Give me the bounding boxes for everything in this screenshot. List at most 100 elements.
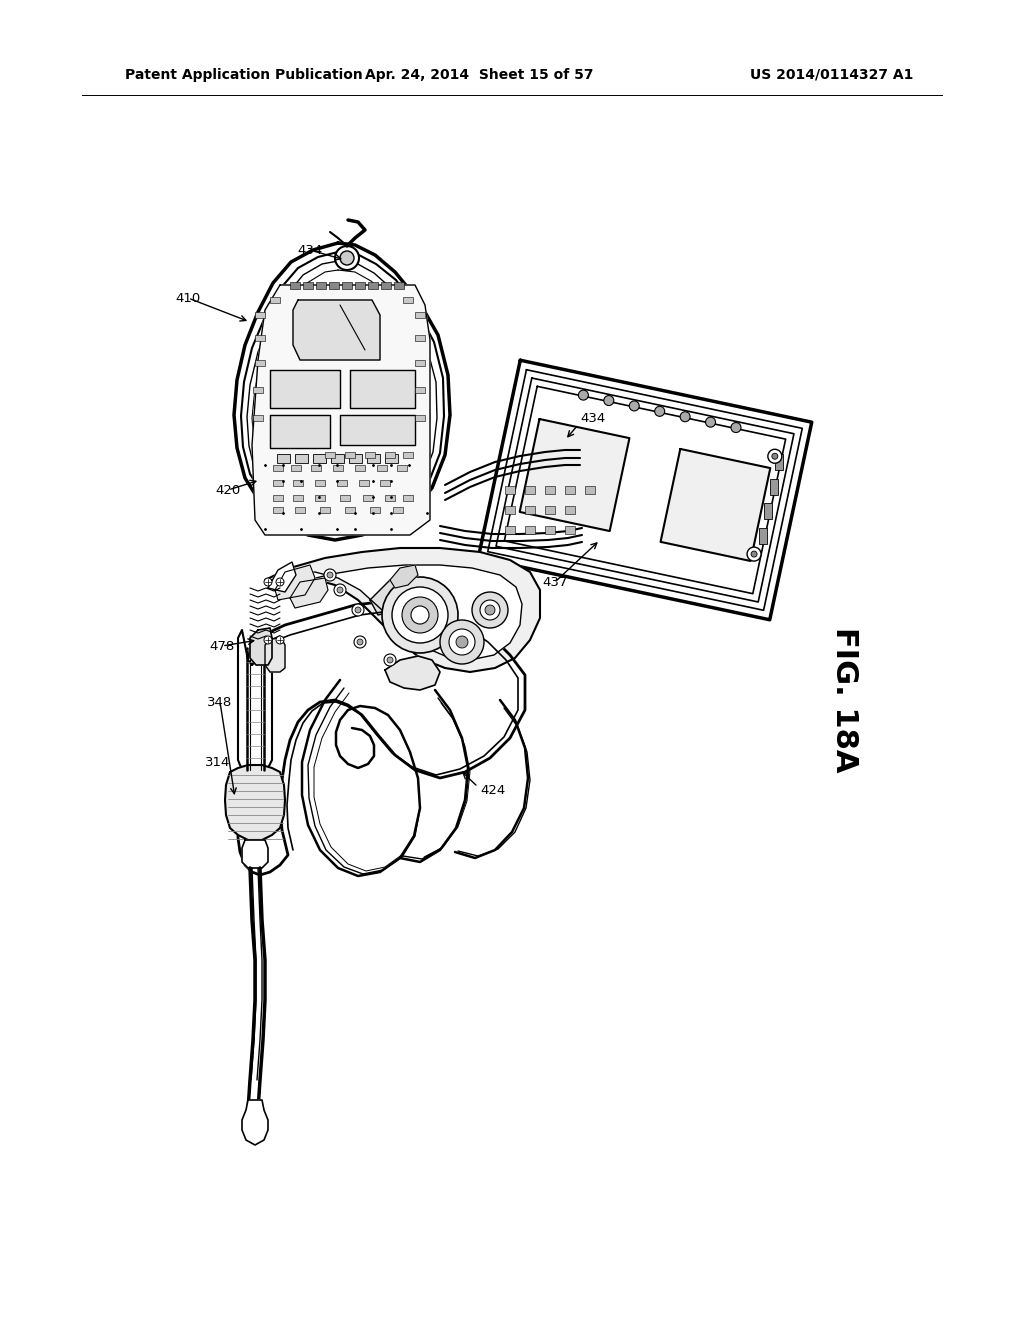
Text: 424: 424 [480, 784, 505, 796]
Circle shape [629, 401, 639, 411]
Polygon shape [290, 578, 328, 609]
Bar [273, 480, 283, 486]
Circle shape [411, 606, 429, 624]
Circle shape [706, 417, 716, 428]
Bar [525, 525, 535, 535]
Bar [769, 479, 777, 495]
Circle shape [335, 246, 359, 271]
Text: 348: 348 [208, 696, 232, 709]
Bar [270, 297, 280, 304]
Circle shape [604, 396, 613, 405]
Bar [385, 495, 395, 502]
Polygon shape [265, 636, 285, 672]
Bar [340, 495, 350, 502]
Bar [764, 503, 772, 519]
Bar [585, 486, 595, 494]
Bar [415, 335, 425, 341]
Polygon shape [350, 370, 415, 408]
Text: 434: 434 [297, 243, 323, 256]
Bar [380, 480, 390, 486]
Circle shape [264, 636, 272, 644]
Text: 420: 420 [215, 483, 241, 496]
Polygon shape [242, 840, 268, 869]
Circle shape [340, 251, 354, 265]
Text: FIG. 18A: FIG. 18A [830, 627, 859, 772]
Bar [316, 282, 326, 289]
Polygon shape [520, 418, 630, 531]
Circle shape [680, 412, 690, 421]
Bar [342, 282, 352, 289]
Bar [775, 454, 782, 470]
Text: US 2014/0114327 A1: US 2014/0114327 A1 [750, 69, 913, 82]
Circle shape [472, 591, 508, 628]
Polygon shape [270, 414, 330, 447]
Circle shape [731, 422, 741, 433]
Circle shape [357, 639, 362, 645]
Bar [349, 454, 362, 463]
Polygon shape [250, 628, 272, 665]
Circle shape [748, 546, 761, 561]
Bar [415, 414, 425, 421]
Circle shape [382, 577, 458, 653]
Bar [273, 465, 283, 471]
Bar [545, 506, 555, 513]
Circle shape [276, 636, 284, 644]
Bar [377, 465, 387, 471]
Bar [255, 335, 265, 341]
Bar [393, 507, 403, 513]
Polygon shape [242, 1100, 268, 1144]
Bar [329, 282, 339, 289]
Polygon shape [390, 565, 418, 587]
Polygon shape [275, 565, 315, 601]
Circle shape [324, 569, 336, 581]
Bar [273, 507, 283, 513]
Circle shape [392, 587, 449, 643]
Bar [545, 486, 555, 494]
Polygon shape [252, 285, 430, 535]
Polygon shape [370, 576, 420, 615]
Bar [278, 454, 290, 463]
Bar [565, 525, 575, 535]
Bar [505, 525, 515, 535]
Bar [273, 495, 283, 502]
Bar [403, 495, 413, 502]
Polygon shape [225, 766, 285, 840]
Circle shape [485, 605, 495, 615]
Bar [345, 451, 355, 458]
Polygon shape [487, 370, 802, 610]
Bar [525, 506, 535, 513]
Bar [255, 360, 265, 366]
Bar [505, 506, 515, 513]
Circle shape [654, 407, 665, 416]
Bar [331, 454, 344, 463]
Circle shape [334, 583, 346, 597]
Bar [355, 282, 365, 289]
Bar [295, 507, 305, 513]
Polygon shape [234, 243, 450, 540]
Bar [415, 360, 425, 366]
Bar [319, 507, 330, 513]
Polygon shape [238, 601, 525, 875]
Polygon shape [247, 261, 437, 527]
Polygon shape [270, 370, 340, 408]
Bar [315, 495, 325, 502]
Bar [359, 480, 369, 486]
Polygon shape [252, 271, 430, 521]
Text: Apr. 24, 2014  Sheet 15 of 57: Apr. 24, 2014 Sheet 15 of 57 [365, 69, 594, 82]
Text: 410: 410 [175, 292, 201, 305]
Bar [337, 480, 347, 486]
Circle shape [384, 653, 396, 667]
Bar [311, 465, 321, 471]
Bar [525, 486, 535, 494]
Bar [362, 495, 373, 502]
Bar [345, 507, 355, 513]
Circle shape [402, 597, 438, 634]
Bar [255, 312, 265, 318]
Polygon shape [496, 378, 794, 602]
Circle shape [449, 630, 475, 655]
Circle shape [480, 601, 500, 620]
Polygon shape [265, 548, 540, 672]
Bar [545, 525, 555, 535]
Polygon shape [268, 562, 296, 591]
Polygon shape [478, 360, 812, 620]
